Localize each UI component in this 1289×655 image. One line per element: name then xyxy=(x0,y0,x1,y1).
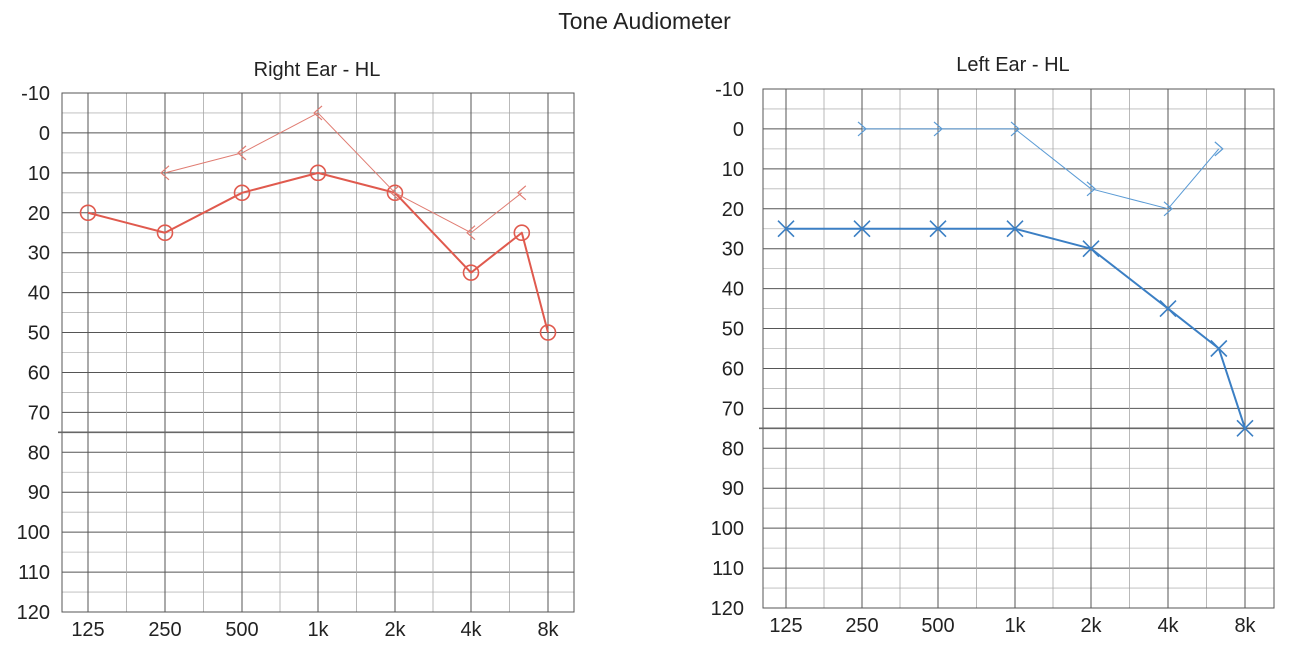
data-point-x xyxy=(1006,220,1024,238)
data-point-circle xyxy=(539,324,557,341)
plot-frame xyxy=(61,92,575,613)
data-point-circle xyxy=(386,184,404,202)
data-point-x xyxy=(1210,339,1228,358)
y-tick-label: 90 xyxy=(722,478,744,500)
data-point-greater-than xyxy=(1163,201,1173,217)
x-tick-label: 4k xyxy=(460,619,482,641)
chart-title: Left Ear - HL xyxy=(956,54,1069,76)
data-point-greater-than xyxy=(933,121,943,137)
x-tick-label: 250 xyxy=(148,619,181,641)
data-point-x xyxy=(853,220,871,238)
x-tick-label: 250 xyxy=(845,615,878,637)
data-point-less-than xyxy=(160,165,170,181)
x-tick-label: 500 xyxy=(225,619,258,641)
right-ear-chart: Right Ear - HL -10 0 10 20 30 40 50 60 70 80 90 100 1… xyxy=(17,59,575,641)
y-tick-label: 0 xyxy=(39,123,50,145)
y-tick-label: 80 xyxy=(28,442,50,464)
x-tick-label: 500 xyxy=(921,615,954,637)
y-tick-label: -10 xyxy=(21,83,50,105)
y-tick-label: 60 xyxy=(28,362,50,384)
y-tick-label: 60 xyxy=(722,358,744,380)
y-tick-label: 70 xyxy=(722,398,744,420)
series-line xyxy=(862,128,1220,210)
data-point-x xyxy=(1159,300,1177,318)
left-ear-chart: Left Ear - HL -10 0 10 20 30 40 50 60 70 80 90 100 11… xyxy=(711,54,1275,637)
data-point-circle xyxy=(156,224,174,242)
data-point-greater-than xyxy=(857,121,867,137)
x-tick-label: 1k xyxy=(1004,615,1026,637)
data-point-circle xyxy=(309,164,327,182)
series-x xyxy=(777,220,1254,437)
x-tick-label: 4k xyxy=(1157,615,1179,637)
y-tick-label: 10 xyxy=(28,163,50,185)
series-line xyxy=(87,171,549,333)
data-point-circle xyxy=(79,204,97,222)
y-tick-label: 70 xyxy=(28,402,50,424)
data-point-x xyxy=(777,220,795,238)
y-tick-label: 50 xyxy=(28,323,50,345)
y-tick-label: 90 xyxy=(28,482,50,504)
data-point-less-than xyxy=(237,145,247,161)
data-point-greater-than xyxy=(1214,141,1224,157)
data-point-circle xyxy=(233,184,251,202)
series-circle xyxy=(79,164,557,341)
y-tick-label: 20 xyxy=(722,199,744,221)
x-tick-label: 125 xyxy=(769,615,802,637)
y-tick-label: -10 xyxy=(715,79,744,101)
y-tick-label: 110 xyxy=(712,558,744,580)
y-tick-label: 120 xyxy=(711,598,744,620)
y-tick-label: 100 xyxy=(711,518,744,540)
y-tick-label: 40 xyxy=(722,279,744,301)
y-tick-label: 0 xyxy=(733,119,744,141)
x-tick-label: 1k xyxy=(307,619,329,641)
data-point-x xyxy=(1082,240,1100,258)
y-tick-label: 30 xyxy=(722,239,744,261)
data-point-x xyxy=(929,220,947,238)
data-point-circle xyxy=(513,224,531,242)
data-point-less-than xyxy=(466,225,476,241)
x-tick-label: 2k xyxy=(384,619,406,641)
x-tick-label: 125 xyxy=(71,619,104,641)
series-greater-than xyxy=(857,121,1224,217)
data-point-x xyxy=(1236,419,1254,437)
series-line xyxy=(786,227,1246,429)
y-tick-label: 100 xyxy=(17,522,50,544)
y-tick-label: 80 xyxy=(722,438,744,460)
y-tick-label: 50 xyxy=(722,319,744,341)
y-tick-label: 10 xyxy=(722,159,744,181)
data-point-less-than xyxy=(390,185,400,201)
data-point-circle xyxy=(462,264,480,281)
y-tick-label: 20 xyxy=(28,203,50,225)
series-less-than xyxy=(160,105,527,241)
data-point-greater-than xyxy=(1086,181,1096,197)
x-tick-label: 8k xyxy=(1234,615,1256,637)
y-tick-label: 30 xyxy=(28,243,50,265)
plot-frame xyxy=(762,88,1275,609)
data-point-less-than xyxy=(313,105,323,121)
data-point-less-than xyxy=(516,185,527,201)
x-tick-label: 2k xyxy=(1080,615,1102,637)
y-tick-label: 40 xyxy=(28,283,50,305)
data-point-greater-than xyxy=(1010,121,1020,137)
y-tick-label: 120 xyxy=(17,602,50,624)
chart-title: Right Ear - HL xyxy=(254,59,381,81)
series-line xyxy=(164,112,523,234)
y-tick-label: 110 xyxy=(18,562,50,584)
x-tick-label: 8k xyxy=(537,619,559,641)
page-title: Tone Audiometer xyxy=(558,8,731,34)
